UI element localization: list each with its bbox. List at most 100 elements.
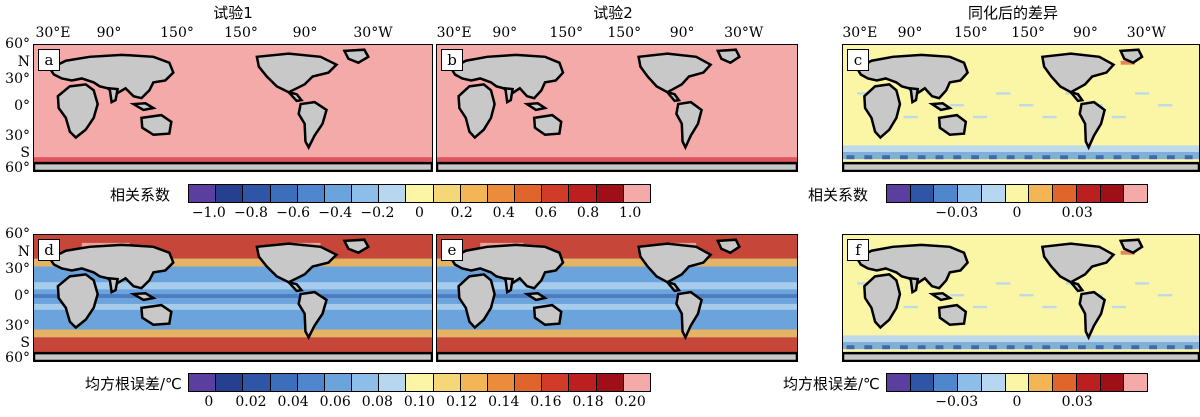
lon-label: 150°	[549, 25, 584, 41]
colorbar-cell	[1124, 185, 1148, 202]
lon-label: 30°W	[1126, 25, 1166, 41]
colorbar-cell	[379, 374, 407, 391]
colorbar-cell	[623, 185, 650, 202]
colorbar-cell	[189, 374, 217, 391]
lon-label: 150°	[1011, 25, 1046, 41]
lat-label: 60°	[5, 160, 30, 176]
lat-label: 0°	[14, 288, 30, 304]
colorbar-cell	[297, 185, 325, 202]
lat-label: 30°	[5, 261, 30, 277]
lat-label: 60°	[5, 226, 30, 242]
colorbar-cell	[1053, 374, 1077, 391]
column-title-3: 同化后的差异	[967, 4, 1059, 22]
colorbar-title-correlation: 相关系数	[110, 186, 171, 204]
lon-label: 30°W	[724, 25, 764, 41]
colorbar-cell	[1076, 374, 1101, 391]
lon-label: 30°W	[353, 25, 393, 41]
colorbar-cell	[433, 185, 461, 202]
colorbar-tick-label: 0.10	[403, 394, 436, 410]
map-panel-a: a	[33, 44, 433, 172]
colorbar-tick-label: 0.12	[446, 394, 478, 410]
map-canvas	[34, 45, 432, 171]
lat-label: 30°	[5, 318, 30, 334]
colorbar-cell	[910, 374, 935, 391]
colorbar-cell	[270, 374, 298, 391]
map-panel-c: c	[842, 44, 1200, 172]
colorbar-cell	[324, 185, 353, 202]
map-panel-d: d	[33, 234, 433, 362]
colorbar-cell	[406, 185, 434, 202]
colorbar-cell	[542, 374, 570, 391]
colorbar-cell	[910, 185, 935, 202]
column-title-1: 试验1	[213, 4, 253, 22]
panel-label-a: a	[38, 49, 60, 71]
colorbar-cell	[460, 185, 488, 202]
lon-label: 150°	[160, 25, 194, 41]
colorbar-cell	[1124, 374, 1148, 391]
lat-label: S	[20, 145, 30, 161]
lat-label: N	[17, 244, 30, 260]
colorbar-cell	[433, 374, 461, 391]
colorbar-cell	[981, 185, 1006, 202]
colorbar-cell	[1005, 374, 1030, 391]
colorbar-tick-label: 0.18	[572, 394, 604, 410]
lat-label: 30°	[5, 128, 30, 144]
colorbar-tick-label: 0.04	[277, 394, 309, 410]
map-canvas	[843, 235, 1199, 361]
colorbar-cell	[515, 374, 543, 391]
colorbar-tick-label: 0.02	[235, 394, 267, 410]
colorbar-rmse	[188, 373, 651, 392]
colorbar-tick-label: 0	[1012, 205, 1022, 221]
lon-label: 150°	[954, 25, 988, 41]
lat-label: N	[17, 54, 30, 70]
colorbar-cell	[352, 185, 380, 202]
colorbar-tick-label: −0.6	[276, 205, 311, 221]
map-panel-b: b	[436, 44, 798, 172]
colorbar-title-rmse: 均方根误差/℃	[85, 375, 182, 393]
lon-label: 30°E	[35, 25, 71, 41]
colorbar-cell	[216, 374, 244, 391]
lat-label: 60°	[5, 350, 30, 366]
map-canvas	[437, 45, 797, 171]
colorbar-tick-label: 0.03	[1061, 394, 1093, 410]
colorbar-cell	[887, 374, 911, 391]
colorbar-tick-label: 0.16	[530, 394, 562, 410]
colorbar-tick-label: 0.14	[488, 394, 520, 410]
colorbar-cell	[515, 185, 543, 202]
colorbar-tick-label: −0.03	[935, 394, 979, 410]
panel-label-c: c	[847, 49, 869, 71]
map-panel-f: f	[842, 234, 1200, 362]
lon-label: 90°	[897, 25, 923, 41]
column-title-2: 试验2	[593, 4, 633, 22]
colorbar-correlation	[188, 184, 651, 203]
map-canvas	[843, 45, 1199, 171]
colorbar-cell	[243, 185, 271, 202]
colorbar-cell	[487, 374, 516, 391]
colorbar-cell	[569, 185, 597, 202]
colorbar-tick-label: 0.08	[361, 394, 393, 410]
lon-label: 90°	[292, 25, 318, 41]
colorbar-tick-label: −0.03	[935, 205, 979, 221]
map-panel-e: e	[436, 234, 798, 362]
colorbar-cell	[1100, 374, 1125, 391]
map-canvas	[34, 235, 432, 361]
colorbar-cell	[1029, 185, 1054, 202]
colorbar-cell	[542, 185, 570, 202]
colorbar-cell	[569, 374, 597, 391]
colorbar-tick-label: −0.4	[318, 205, 353, 221]
lon-label: 150°	[224, 25, 258, 41]
colorbar-cell	[934, 374, 959, 391]
colorbar-tick-label: 0	[1012, 394, 1022, 410]
lon-label: 90°	[669, 25, 695, 41]
colorbar-cell	[324, 374, 353, 391]
colorbar-title-rmse-diff: 均方根误差/℃	[783, 375, 880, 393]
colorbar-cell	[981, 374, 1006, 391]
colorbar-tick-label: 0.2	[450, 205, 473, 221]
lon-label: 90°	[492, 25, 518, 41]
colorbar-cell	[297, 374, 325, 391]
colorbar-cell	[189, 185, 217, 202]
colorbar-cell	[352, 374, 380, 391]
colorbar-tick-label: 0.4	[492, 205, 515, 221]
colorbar-tick-label: 1.0	[619, 205, 642, 221]
panel-label-f: f	[847, 239, 869, 261]
